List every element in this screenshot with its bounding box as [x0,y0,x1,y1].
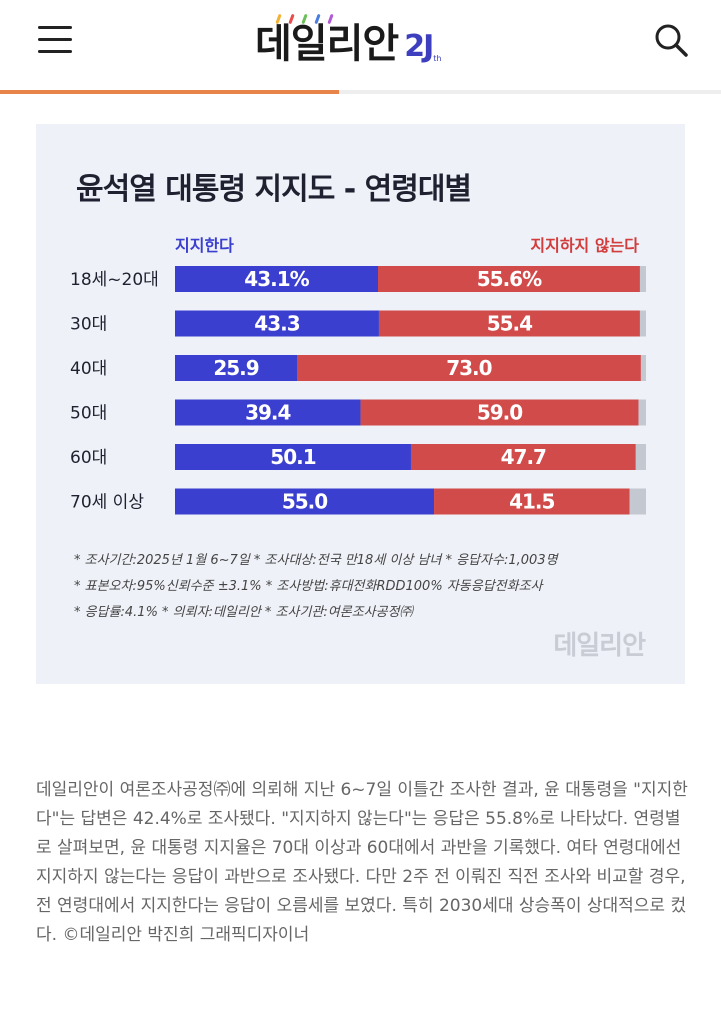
data-label-support: 43.3 [254,312,299,336]
survey-notes: * 조사기간:2025년 1월 6~7일 * 조사대상:전국 만18세 이상 남… [74,548,664,626]
survey-note-line: * 응답률:4.1% * 의뢰자:데일리안 * 조사기관:여론조사공정㈜ [74,605,413,620]
data-label-support: 25.9 [213,356,258,380]
search-icon[interactable] [653,22,689,58]
bar-support [175,399,361,426]
site-logo[interactable]: 데일리안 2J th [255,13,441,70]
bar-oppose [378,310,640,337]
anniversary-number: 2J [404,29,434,64]
category-label: 70세 이상 [70,493,144,513]
data-label-oppose: 55.6% [477,267,542,291]
bar-support [175,310,379,337]
data-label-oppose: 55.4 [487,312,532,336]
menu-line [38,50,72,53]
survey-note-line: * 표본오차:95%신뢰수준 ±3.1% * 조사방법:휴대전화RDD100% … [74,579,543,594]
data-label-oppose: 47.7 [501,445,546,469]
bar-oppose [296,355,641,381]
top-header: 데일리안 2J th [0,0,721,90]
anniversary-suffix: th [433,54,442,63]
reading-progress-fill [0,90,339,94]
bar-support [175,355,297,381]
logo-dot [288,13,295,25]
data-label-support: 55.0 [282,490,327,514]
logo-text: 데일리안 [255,21,399,67]
data-label-support: 43.1% [244,267,309,291]
bar-oppose [378,266,640,292]
category-label: 18세~20대 [70,270,159,290]
anniversary-badge: 2J th [404,30,441,64]
data-label-support: 39.4 [245,401,290,425]
bar-oppose [360,399,639,426]
bar-support [175,488,435,515]
data-label-support: 50.1 [270,445,315,469]
hamburger-menu-icon[interactable] [38,26,72,54]
bar-support [175,266,379,292]
bar-support [175,444,411,470]
category-label: 30대 [70,315,107,335]
data-label-oppose: 59.0 [477,401,522,425]
bar-oppose [410,444,636,470]
reading-progress-bar [0,90,721,94]
category-label: 40대 [70,359,107,379]
menu-line [38,26,72,29]
chart-card: 윤석열 대통령 지지도 - 연령대별 지지한다 지지하지 않는다 18세~20대… [36,124,685,684]
watermark-logo: 데일리안 [553,631,646,661]
survey-note-line: * 조사기간:2025년 1월 6~7일 * 조사대상:전국 만18세 이상 남… [74,553,558,568]
stacked-bar-chart: 18세~20대 43.1% 55.6% 30대 43.3 55.4 40대 25.9 73.0 5… [70,266,646,515]
bar-oppose [434,488,630,515]
chart-title: 윤석열 대통령 지지도 - 연령대별 [76,172,472,207]
logo-dot [301,13,308,25]
category-label: 60대 [70,448,107,468]
logo-dot [275,13,282,25]
article-paragraph: 데일리안이 여론조사공정㈜에 의뢰해 지난 6~7일 이틀간 조사한 결과, 윤… [36,780,688,945]
category-label: 50대 [70,404,107,424]
menu-line [38,38,72,41]
legend-support: 지지한다 [175,236,234,255]
logo-dot [314,13,321,25]
legend-oppose: 지지하지 않는다 [530,236,639,255]
data-label-oppose: 73.0 [446,356,491,380]
logo-dots [275,13,334,25]
data-label-oppose: 41.5 [509,490,554,514]
